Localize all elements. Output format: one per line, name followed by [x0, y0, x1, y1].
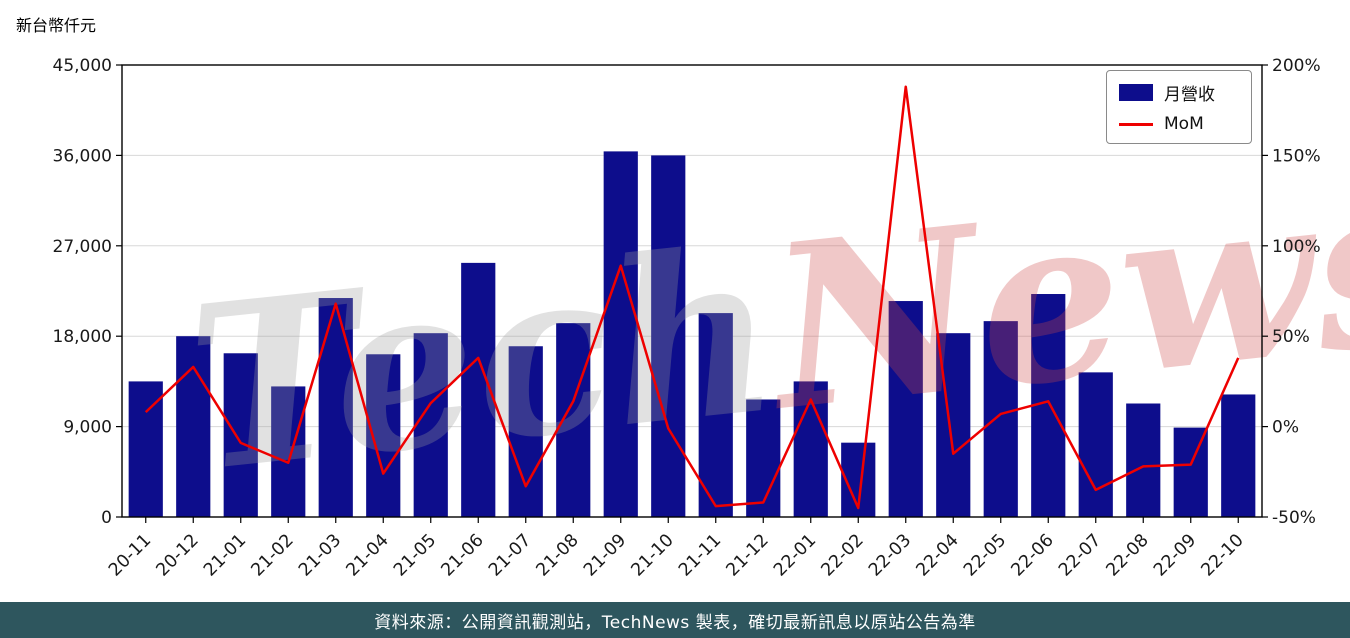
- revenue-bar: [1173, 427, 1208, 517]
- left-axis-tick-label: 36,000: [53, 146, 112, 166]
- right-axis-tick-label: 0%: [1272, 418, 1299, 438]
- revenue-bar: [366, 354, 401, 517]
- source-footer-text: 資料來源：公開資訊觀測站，TechNews 製表，確切最新訊息以原站公告為準: [374, 612, 976, 633]
- plot-border: [121, 64, 1263, 518]
- x-axis-tick-label: 20-11: [105, 530, 155, 580]
- revenue-bar: [271, 386, 306, 517]
- revenue-bar: [1078, 372, 1113, 517]
- left-axis-tick-label: 18,000: [53, 327, 112, 347]
- revenue-bar: [793, 381, 828, 517]
- x-axis-tick-label: 21-12: [723, 530, 773, 580]
- left-axis-tick-label: 0: [101, 508, 112, 528]
- x-axis-tick-label: 22-06: [1008, 530, 1058, 580]
- x-axis-tick-label: 21-09: [580, 530, 630, 580]
- revenue-bar: [508, 346, 543, 517]
- source-footer-bar: 資料來源：公開資訊觀測站，TechNews 製表，確切最新訊息以原站公告為準: [0, 602, 1350, 638]
- x-axis-tick-label: 22-03: [865, 530, 915, 580]
- revenue-bar: [318, 298, 353, 517]
- right-axis-tick-label: 200%: [1272, 56, 1321, 76]
- x-axis-tick-label: 21-10: [628, 530, 678, 580]
- left-axis-tick-label: 27,000: [53, 237, 112, 257]
- revenue-bar: [223, 353, 258, 517]
- x-axis-tick-label: 21-03: [295, 530, 345, 580]
- mom-legend-label: MoM: [1164, 114, 1204, 134]
- x-axis-tick-label: 22-05: [960, 530, 1010, 580]
- x-axis-tick-label: 22-10: [1198, 530, 1248, 580]
- x-axis-tick-label: 21-04: [343, 530, 393, 580]
- revenue-bar: [746, 399, 781, 517]
- x-axis-tick-label: 21-08: [533, 530, 583, 580]
- right-axis-tick-label: 100%: [1272, 237, 1321, 257]
- legend-row-revenue: 月營收: [1119, 80, 1239, 105]
- x-axis-tick-label: 22-07: [1055, 530, 1105, 580]
- x-axis-tick-label: 22-02: [818, 530, 868, 580]
- left-axis-unit-title: 新台幣仟元: [16, 16, 97, 35]
- x-axis-tick-label: 21-11: [675, 530, 725, 580]
- revenue-bar: [888, 301, 923, 517]
- revenue-bar: [698, 313, 733, 517]
- revenue-bar: [1221, 394, 1256, 517]
- left-axis-tick-label: 9,000: [63, 418, 112, 438]
- revenue-bar: [128, 381, 163, 517]
- x-axis-tick-label: 21-06: [438, 530, 488, 580]
- bars-layer: [128, 151, 1256, 518]
- x-axis-tick-label: 22-08: [1103, 530, 1153, 580]
- x-axis-tick-label: 21-02: [248, 530, 298, 580]
- revenue-bar: [983, 321, 1018, 517]
- revenue-bar: [651, 155, 686, 517]
- revenue-bar: [413, 333, 448, 517]
- revenue-bar: [1126, 403, 1161, 517]
- x-axis-tick-label: 21-01: [200, 530, 250, 580]
- revenue-legend-swatch: [1119, 84, 1153, 101]
- mom-legend-line: [1119, 122, 1153, 126]
- legend: 月營收 MoM: [1106, 70, 1252, 144]
- x-axis-tick-label: 21-07: [485, 530, 535, 580]
- x-axis-tick-label: 21-05: [390, 530, 440, 580]
- line-layer: [144, 85, 1240, 510]
- revenue-bar: [603, 151, 638, 518]
- mom-line: [144, 85, 1240, 510]
- right-axis-tick-label: 50%: [1272, 327, 1310, 347]
- legend-row-mom: MoM: [1119, 114, 1239, 134]
- revenue-legend-label: 月營收: [1164, 85, 1215, 105]
- x-axis-tick-label: 22-01: [770, 530, 820, 580]
- x-axis-tick-label: 22-09: [1150, 530, 1200, 580]
- right-axis-tick-label: 150%: [1272, 146, 1321, 166]
- x-axis-tick-label: 22-04: [913, 530, 963, 580]
- revenue-bar: [556, 323, 591, 517]
- x-axis-tick-label: 20-12: [153, 530, 203, 580]
- left-axis-tick-label: 45,000: [53, 56, 112, 76]
- right-axis-tick-label: -50%: [1272, 508, 1316, 528]
- revenue-bar: [176, 336, 211, 517]
